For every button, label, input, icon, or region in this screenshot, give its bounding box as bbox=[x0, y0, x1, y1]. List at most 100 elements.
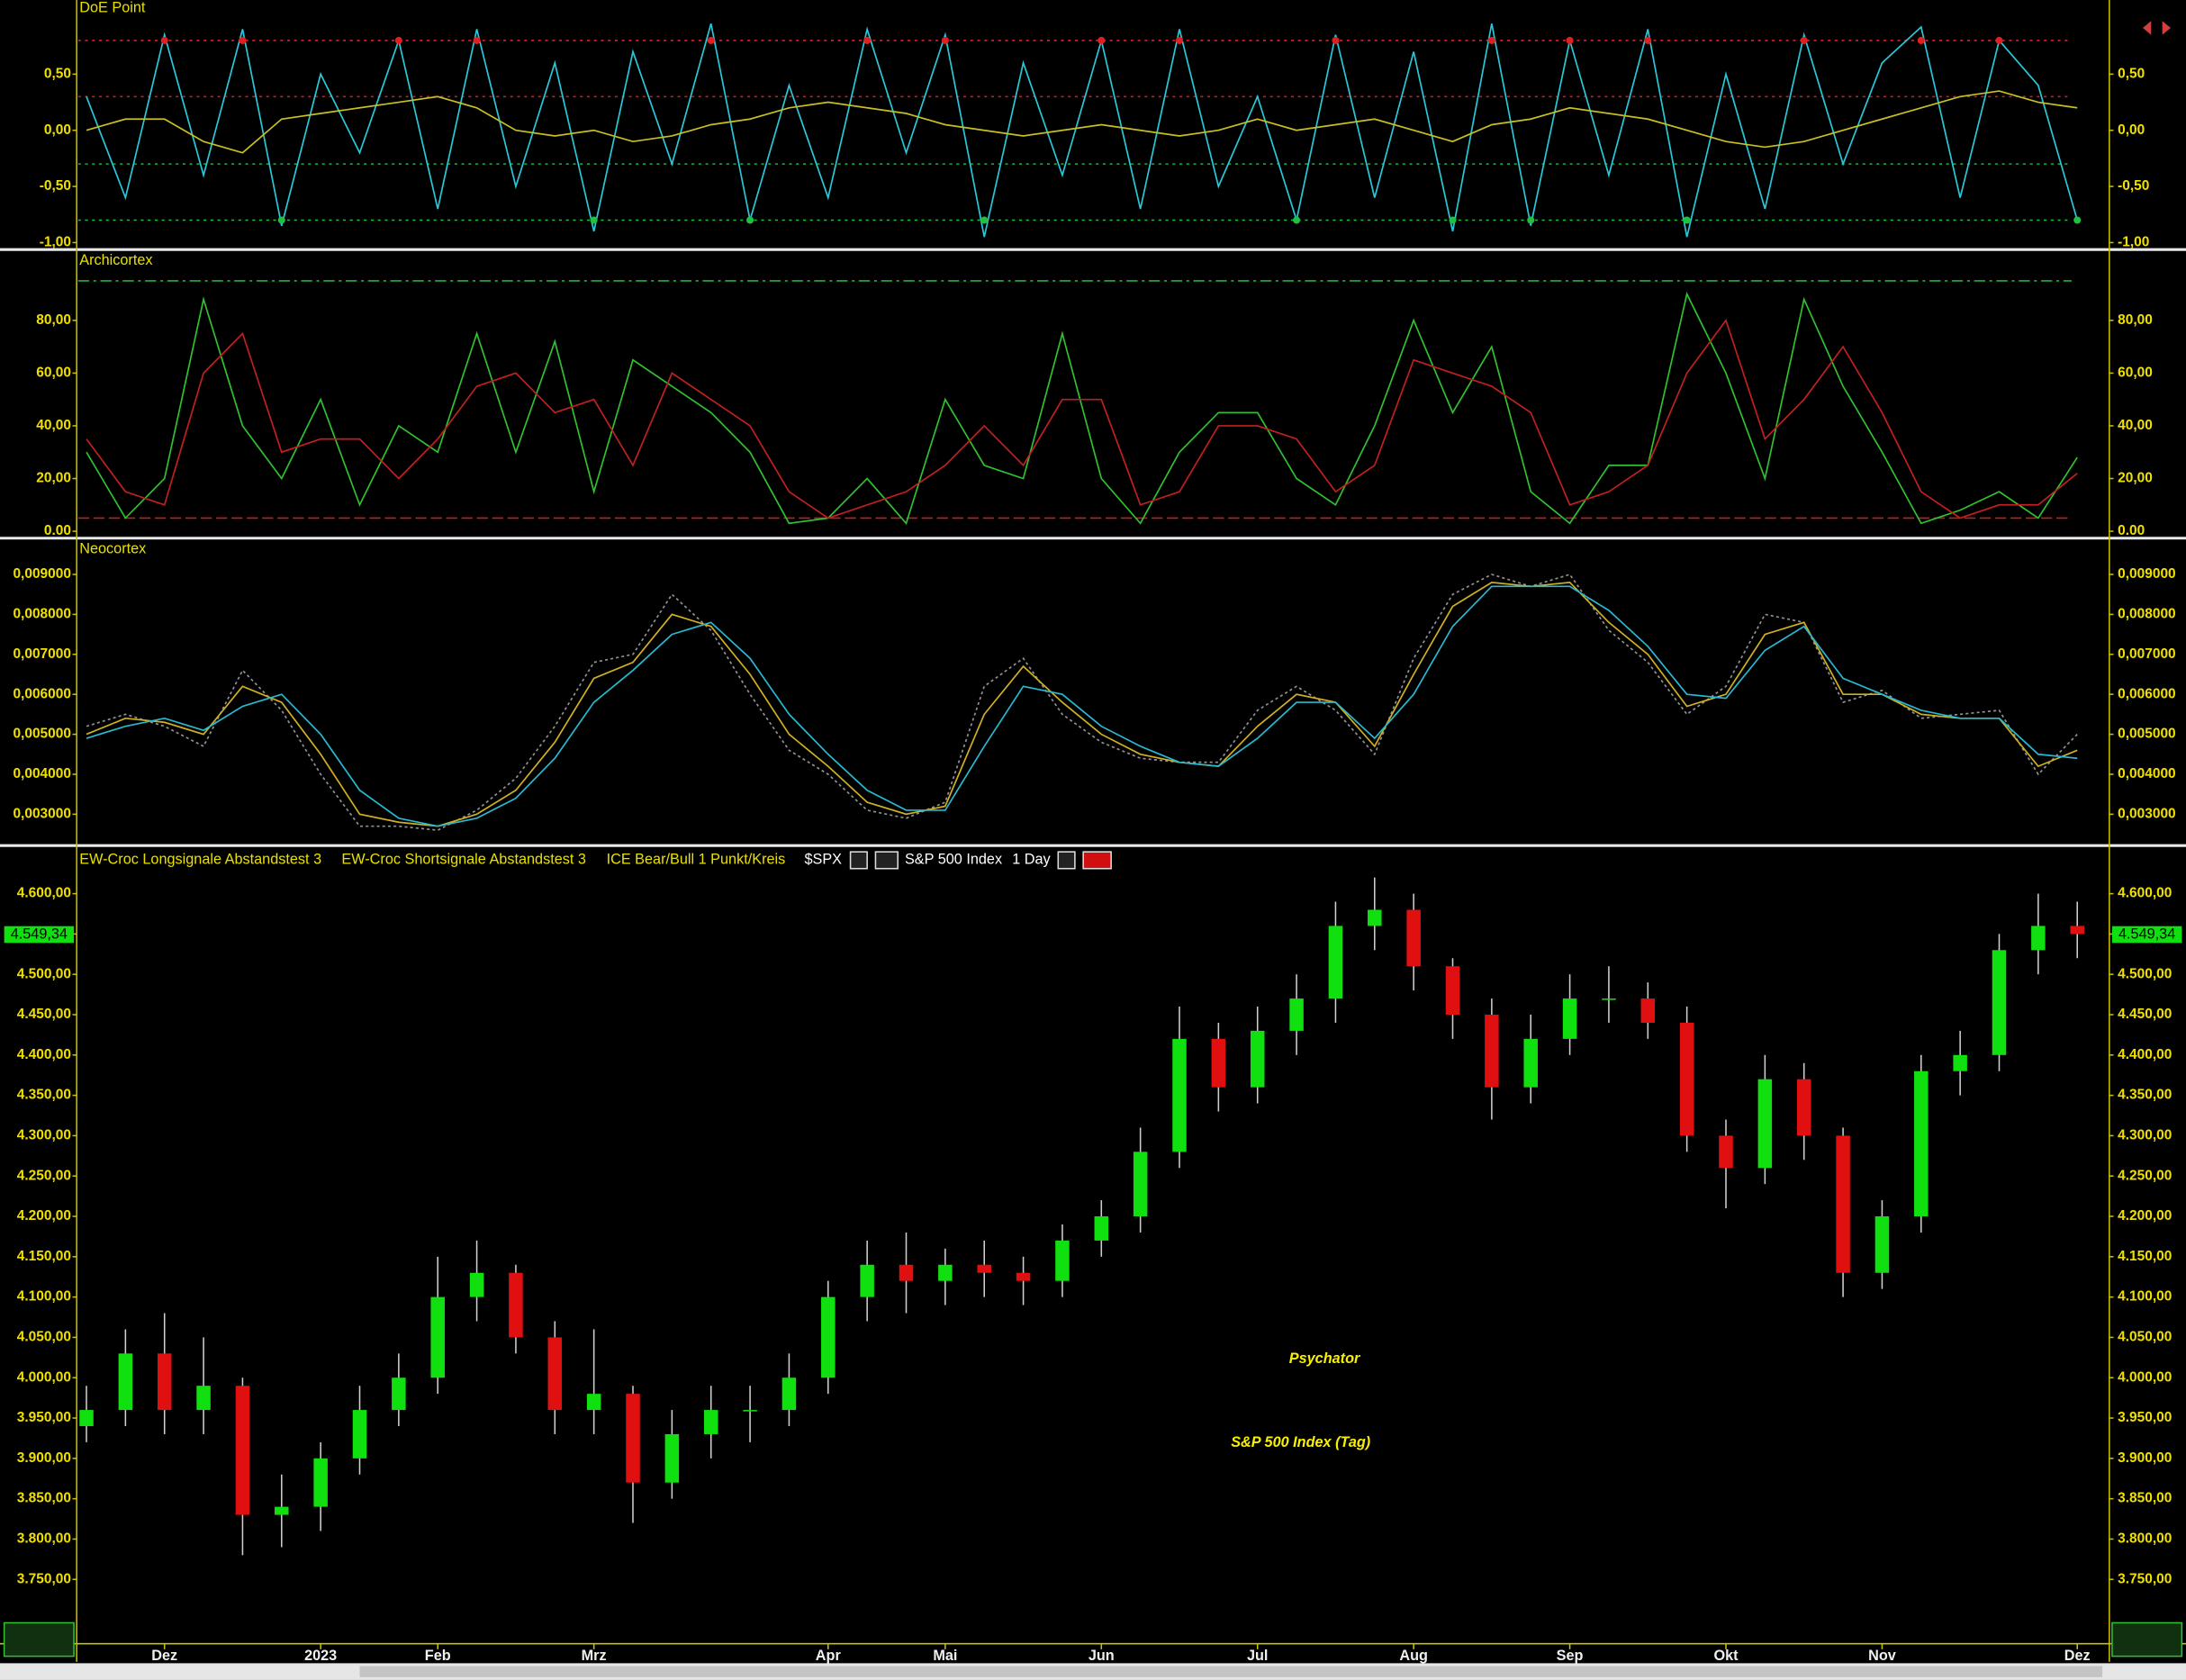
signal-dot bbox=[1487, 36, 1495, 44]
last-price-label: 4.549,34 bbox=[11, 926, 68, 942]
last-price-label: 4.549,34 bbox=[2118, 926, 2175, 942]
y-tick-label: 0,007000 bbox=[2118, 646, 2176, 662]
y-tick-label: 0,50 bbox=[2118, 66, 2145, 81]
candle-body bbox=[1796, 1079, 1811, 1136]
panel-title: DoE Point bbox=[79, 0, 146, 16]
candle-body bbox=[1757, 1079, 1773, 1169]
x-tick-label: Dez bbox=[2064, 1648, 2091, 1664]
y-tick-label: 0,50 bbox=[44, 66, 71, 81]
signal-dot bbox=[590, 216, 598, 224]
series-line bbox=[86, 574, 2078, 832]
y-tick-label: 0,008000 bbox=[13, 606, 71, 621]
candle-body bbox=[1953, 1054, 1967, 1071]
candle-body bbox=[1211, 1038, 1226, 1088]
candle-body bbox=[1719, 1135, 1733, 1169]
series-line bbox=[86, 292, 2078, 525]
candle-body bbox=[977, 1264, 991, 1273]
y-tick-label: 0,003000 bbox=[13, 806, 71, 821]
nav-arrows[interactable] bbox=[2142, 21, 2171, 35]
panel bbox=[79, 877, 2084, 1556]
candle-body bbox=[1836, 1135, 1850, 1273]
candle-body bbox=[235, 1386, 250, 1515]
signal-dot bbox=[1175, 36, 1184, 44]
candle-body bbox=[1055, 1240, 1070, 1281]
dropdown[interactable] bbox=[1057, 851, 1076, 870]
signal-dot bbox=[746, 216, 754, 224]
x-tick-label: Aug bbox=[1399, 1648, 1428, 1664]
close-button[interactable] bbox=[1082, 851, 1112, 870]
y-tick-label: 4.250,00 bbox=[17, 1168, 71, 1183]
candle-body bbox=[2070, 926, 2084, 935]
indicator-label: EW-Croc Shortsignale Abstandstest 3 bbox=[341, 852, 586, 868]
scrollbar-thumb[interactable] bbox=[359, 1666, 2103, 1677]
candle-body bbox=[275, 1506, 289, 1515]
signal-dot bbox=[980, 216, 989, 224]
candle-body bbox=[1445, 966, 1460, 1016]
candle-body bbox=[781, 1377, 797, 1411]
dropdown[interactable] bbox=[874, 851, 899, 870]
y-tick-label: 3.750,00 bbox=[2118, 1571, 2172, 1586]
candle-body bbox=[860, 1264, 874, 1297]
candle-body bbox=[703, 1410, 718, 1434]
y-tick-label: 0,005000 bbox=[2118, 727, 2176, 742]
axis: 80,00 80,00 60,00 60,00 40,00 40,00 20,00 20,00… bbox=[36, 312, 2153, 538]
signal-dot bbox=[707, 36, 715, 44]
y-tick-label: 4.300,00 bbox=[2118, 1128, 2172, 1143]
y-tick-label: 3.950,00 bbox=[2118, 1410, 2172, 1425]
candle-body bbox=[430, 1296, 445, 1378]
y-tick-label: 4.500,00 bbox=[2118, 966, 2172, 981]
candle-body bbox=[1094, 1216, 1109, 1241]
series-line bbox=[86, 582, 2078, 827]
y-tick-label: 4.350,00 bbox=[2118, 1088, 2172, 1103]
candle-body bbox=[626, 1394, 640, 1483]
y-tick-label: 80,00 bbox=[2118, 312, 2153, 328]
signal-dot bbox=[473, 36, 481, 44]
y-tick-label: -1,00 bbox=[2118, 235, 2149, 250]
candle-body bbox=[1406, 909, 1421, 967]
y-tick-label: 0,009000 bbox=[2118, 566, 2176, 582]
x-tick-label: Mrz bbox=[582, 1648, 607, 1664]
candle-body bbox=[1602, 998, 1616, 1000]
candle-body bbox=[1485, 1015, 1499, 1088]
signal-dot bbox=[160, 36, 168, 44]
signal-dot bbox=[394, 36, 402, 44]
signal-dot bbox=[1527, 216, 1535, 224]
y-tick-label: 4.450,00 bbox=[2118, 1007, 2172, 1022]
y-tick-label: 4.450,00 bbox=[17, 1007, 71, 1022]
candle-body bbox=[1328, 926, 1343, 999]
y-tick-label: 3.850,00 bbox=[2118, 1491, 2172, 1506]
signal-dot bbox=[941, 36, 949, 44]
y-tick-label: 4.000,00 bbox=[2118, 1369, 2172, 1385]
signal-dot bbox=[277, 216, 285, 224]
series-line bbox=[86, 23, 2079, 238]
y-tick-label: 20,00 bbox=[36, 471, 71, 486]
symbol-label: $SPX bbox=[804, 852, 842, 868]
candle-body bbox=[1250, 1030, 1265, 1088]
candle-body bbox=[157, 1353, 172, 1411]
y-tick-label: 0,00 bbox=[44, 122, 71, 138]
y-tick-label: 0,009000 bbox=[13, 566, 71, 582]
series-line bbox=[86, 90, 2078, 154]
candle-body bbox=[118, 1353, 133, 1411]
candle-body bbox=[1679, 1022, 1694, 1136]
x-tick-label: Apr bbox=[816, 1648, 842, 1664]
x-tick-label: Sep bbox=[1557, 1648, 1584, 1664]
y-tick-label: 0,004000 bbox=[2118, 766, 2176, 781]
candle-body bbox=[664, 1433, 680, 1483]
y-tick-label: 3.850,00 bbox=[17, 1491, 71, 1506]
signal-dot bbox=[1566, 36, 1574, 44]
y-tick-label: 4.600,00 bbox=[17, 886, 71, 901]
candle-body bbox=[1133, 1152, 1148, 1217]
series-line bbox=[86, 585, 2078, 827]
watermark-subtitle: S&P 500 Index (Tag) bbox=[1231, 1434, 1370, 1450]
x-tick-label: 2023 bbox=[304, 1648, 337, 1664]
candle-body bbox=[586, 1394, 601, 1411]
y-tick-label: 0.00 bbox=[2118, 523, 2145, 538]
dropdown[interactable] bbox=[849, 851, 868, 870]
indicator-label: ICE Bear/Bull 1 Punkt/Kreis bbox=[607, 852, 786, 868]
y-tick-label: 0,006000 bbox=[13, 686, 71, 701]
